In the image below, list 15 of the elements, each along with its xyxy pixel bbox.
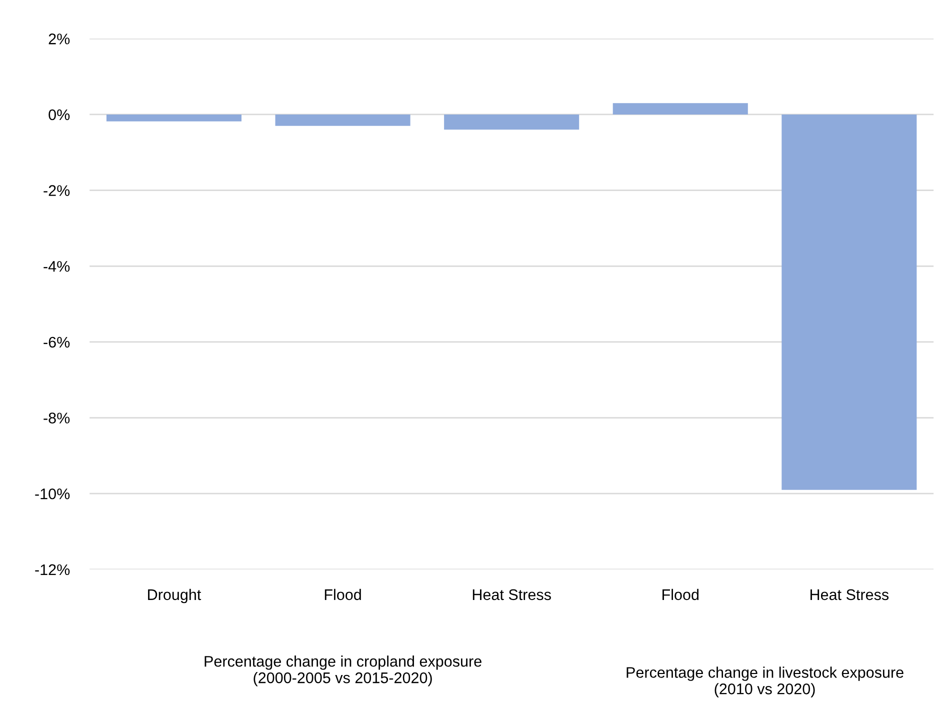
x-tick-label: Drought xyxy=(148,588,202,604)
y-tick-label: -6% xyxy=(44,336,70,348)
y-tick-label: -10% xyxy=(35,488,70,500)
text: Percentage change in livestock exposure (2010 vs 2020) xyxy=(626,666,904,698)
text: Percentage change in cropland exposure (2000-2005 vs 2015-2020) xyxy=(204,656,482,686)
y-tick-label: -8% xyxy=(44,412,70,424)
y-tick-label: 2% xyxy=(48,34,70,44)
y-tick-label: -2% xyxy=(44,185,70,196)
x-tick-label: Flood xyxy=(324,588,361,600)
x-tick-label: Heat Stress xyxy=(810,589,889,600)
y-tick-label: -4% xyxy=(44,261,70,272)
x-tick-label: Flood xyxy=(662,588,698,600)
y-tick-label: 0% xyxy=(48,109,70,120)
x-tick-label: Heat Stress xyxy=(472,589,551,600)
y-tick-label: -12% xyxy=(35,564,70,576)
